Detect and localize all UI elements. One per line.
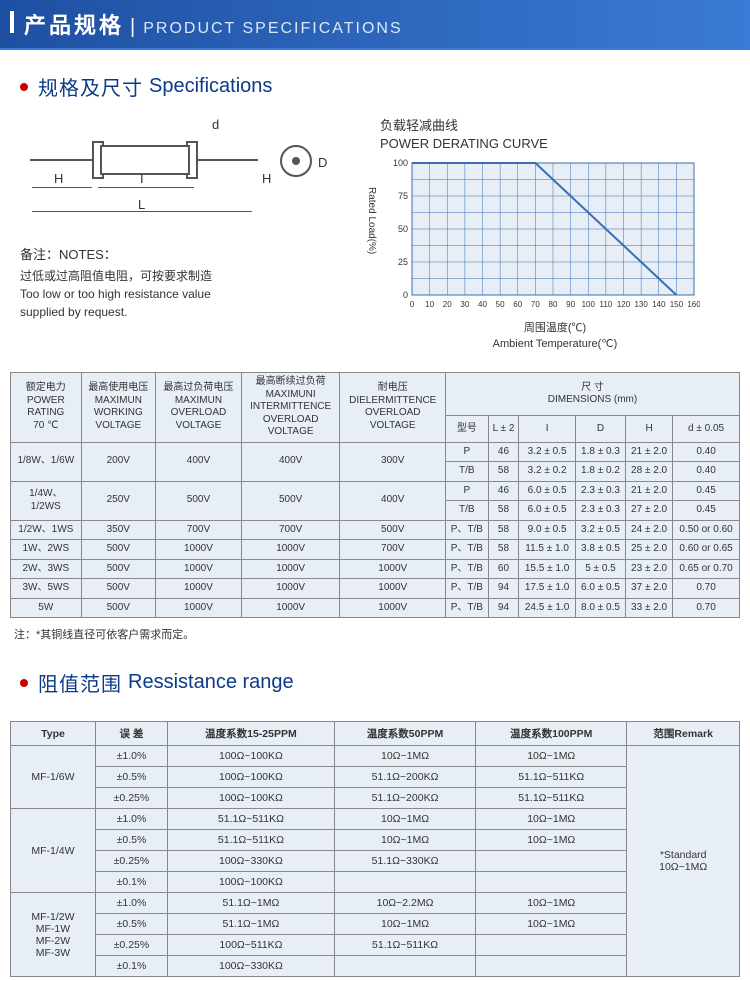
- svg-text:90: 90: [566, 300, 575, 309]
- diagram-block: H I L d H D 备注：NOTES： 过低或过高阻值电阻，可按要求制造 T…: [20, 115, 350, 350]
- header-title-cn: 产品规格: [24, 8, 124, 40]
- svg-text:110: 110: [599, 300, 612, 309]
- svg-text:40: 40: [478, 300, 487, 309]
- dim-L: L: [138, 197, 145, 212]
- x-caption-en: Ambient Temperature(℃): [493, 338, 618, 350]
- curve-block: 负载轻减曲线 POWER DERATING CURVE Rated Load(%…: [380, 115, 730, 350]
- svg-text:120: 120: [617, 300, 631, 309]
- notes-line1-cn: 过低或过高阻值电阻，可按要求制造: [20, 267, 350, 285]
- chart-svg: 0255075100010203040506070809010011012013…: [380, 157, 700, 317]
- svg-text:50: 50: [398, 224, 408, 234]
- svg-text:20: 20: [443, 300, 452, 309]
- bullet-icon: [20, 83, 28, 91]
- derating-chart: Rated Load(%) 02550751000102030405060708…: [380, 157, 700, 317]
- table-footnote: 注：*其铜线直径可依客户需求而定。: [0, 622, 750, 646]
- curve-title-cn: 负载轻减曲线: [380, 115, 730, 134]
- svg-text:140: 140: [652, 300, 666, 309]
- section-resistance-cn: 阻值范围: [38, 668, 122, 697]
- svg-text:60: 60: [513, 300, 522, 309]
- svg-text:10: 10: [425, 300, 434, 309]
- svg-text:100: 100: [582, 300, 596, 309]
- svg-text:80: 80: [549, 300, 558, 309]
- bullet-icon: [20, 679, 28, 687]
- header-title-en: PRODUCT SPECIFICATIONS: [143, 20, 402, 38]
- notes-label-cn: 备注：: [20, 247, 59, 262]
- dim-H: H: [54, 171, 63, 186]
- header-marker: [10, 11, 14, 33]
- notes-block: 备注：NOTES： 过低或过高阻值电阻，可按要求制造 Too low or to…: [20, 245, 350, 321]
- section-resistance-title: 阻值范围 Ressistance range: [0, 646, 750, 711]
- svg-text:100: 100: [393, 158, 408, 168]
- svg-text:70: 70: [531, 300, 540, 309]
- header-sep: |: [130, 16, 135, 39]
- dim-I: I: [140, 171, 144, 186]
- dim-H2: H: [262, 171, 271, 186]
- section-specs-en: Specifications: [149, 75, 272, 98]
- svg-text:50: 50: [496, 300, 505, 309]
- x-caption-cn: 周围温度(℃): [524, 322, 586, 334]
- dim-d: d: [212, 117, 219, 132]
- curve-title-en: POWER DERATING CURVE: [380, 136, 730, 151]
- svg-text:0: 0: [410, 300, 415, 309]
- spec-top-row: H I L d H D 备注：NOTES： 过低或过高阻值电阻，可按要求制造 T…: [0, 115, 750, 358]
- y-axis-label: Rated Load(%): [366, 187, 377, 254]
- svg-text:160: 160: [687, 300, 700, 309]
- svg-text:130: 130: [634, 300, 648, 309]
- svg-text:30: 30: [460, 300, 469, 309]
- svg-text:25: 25: [398, 257, 408, 267]
- header-bar: 产品规格 | PRODUCT SPECIFICATIONS: [0, 0, 750, 50]
- notes-label-en: NOTES：: [59, 247, 117, 262]
- dimensions-table: 额定电力POWERRATING70 ℃最高使用电压MAXIMUNWORKINGV…: [10, 372, 740, 618]
- section-specs-title: 规格及尺寸 Specifications: [0, 50, 750, 115]
- resistor-diagram: H I L d H D: [20, 115, 350, 235]
- notes-line1-en: Too low or too high resistance value: [20, 285, 350, 303]
- section-specs-cn: 规格及尺寸: [38, 72, 143, 101]
- svg-text:150: 150: [670, 300, 684, 309]
- svg-text:75: 75: [398, 191, 408, 201]
- section-resistance-en: Ressistance range: [128, 671, 294, 694]
- notes-line2-en: supplied by request.: [20, 303, 350, 321]
- dim-D: D: [318, 155, 327, 170]
- svg-text:0: 0: [403, 290, 408, 300]
